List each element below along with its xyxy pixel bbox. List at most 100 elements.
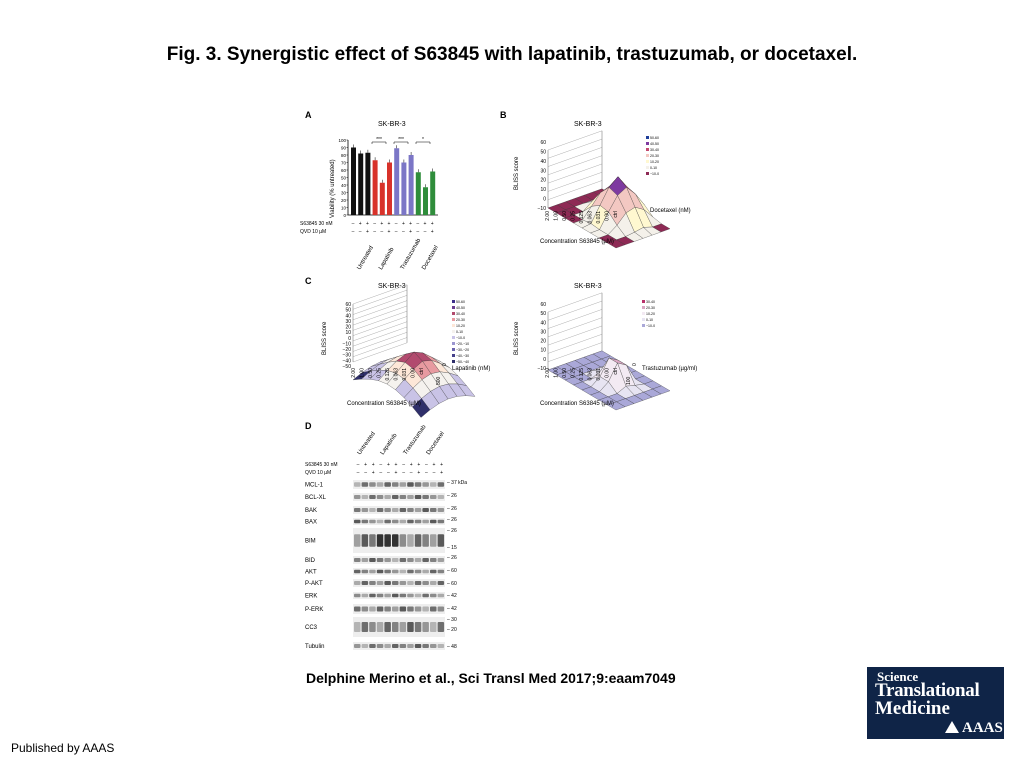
legend-label: 0-10	[650, 166, 657, 170]
legend-label: 30-40	[456, 312, 465, 316]
sign: –	[395, 221, 398, 227]
panel-a-groups: Untreated Lapatinib Trastuzumab Docetaxel	[357, 237, 440, 271]
blot-band	[414, 534, 422, 547]
viability-bar	[387, 162, 392, 215]
blot-band	[384, 644, 391, 648]
conc-tick-label: 0.25	[571, 211, 577, 221]
blot-band	[369, 508, 376, 512]
sign: –	[425, 470, 428, 476]
blot-band	[376, 558, 384, 562]
z-tick-label: 30	[540, 168, 546, 174]
blot-band	[361, 581, 369, 585]
blot-band	[399, 581, 407, 585]
protein-label: BAK	[305, 508, 317, 514]
blot-band	[422, 644, 429, 648]
z-tick-label: 10	[540, 187, 546, 193]
blot-band	[399, 519, 407, 524]
legend-label: 20-30	[646, 306, 655, 310]
blot-band	[384, 519, 391, 524]
surface-cell	[607, 239, 626, 249]
conc-tick-label: 0.063	[588, 368, 594, 381]
protein-label: P-ERK	[305, 607, 323, 613]
blot-band	[430, 581, 437, 585]
legend-label: −20-−10	[456, 342, 469, 346]
sign: –	[387, 470, 390, 476]
blot-strip	[353, 506, 445, 514]
viability-bar	[401, 162, 407, 215]
blot-band	[361, 593, 369, 598]
blot-band	[392, 606, 399, 612]
legend-label: 10-20	[456, 324, 465, 328]
blot-band	[430, 508, 437, 512]
panel-a-letter: A	[305, 110, 312, 120]
blot-band	[430, 644, 437, 648]
blot-band	[392, 593, 399, 598]
sign: –	[373, 221, 376, 227]
sign: –	[364, 470, 367, 476]
sign: –	[357, 470, 360, 476]
viability-bar	[358, 153, 364, 215]
panel-b-legend: 50-60 40-50 30-40 20-30 10-20 0-10 −10-0	[646, 136, 659, 176]
blot-band	[361, 569, 369, 574]
conc-tick-label: 0.125	[579, 211, 585, 224]
kda-marker: – 30	[447, 617, 457, 623]
drug-tick-label: 0	[442, 363, 448, 366]
blot-band	[384, 495, 391, 499]
legend-label: 30-40	[650, 148, 659, 152]
aaas-icon	[945, 721, 959, 733]
blot-band	[430, 534, 437, 547]
conc-tick-label: ctrl	[419, 368, 425, 375]
blot-band	[384, 569, 391, 574]
kda-marker: – 60	[447, 568, 457, 574]
blot-band	[422, 606, 429, 612]
blot-band	[437, 558, 445, 562]
blot-band	[369, 569, 376, 574]
sign: –	[352, 221, 355, 227]
z-tick-label: 60	[345, 302, 351, 308]
blot-band	[392, 508, 399, 512]
legend-swatch	[452, 342, 455, 345]
z-tick-label: −40	[343, 358, 352, 364]
z-tick-label: −10	[538, 366, 547, 372]
z-tick-label: −10	[343, 341, 352, 347]
legend-swatch	[452, 306, 455, 309]
blot-band	[422, 519, 429, 524]
panel-a-signs: – + + – + + – + + – + +– – + – – + – – + – – +	[352, 221, 434, 235]
panel-b-conc-ticks: 2.00 1.00 0.50 0.25 0.125 0.063 0.031 0.00 ctrl	[545, 211, 619, 224]
z-tick-label: 0	[348, 336, 351, 342]
blot-band	[407, 508, 414, 512]
blot-band	[384, 558, 391, 562]
panel-d-blots: MCL-1 BCL-XL BAK BAX BIM BID AKT P-AKT ERK P-ERK C…	[305, 480, 445, 650]
z-tick-label: 60	[540, 140, 546, 146]
blot-band	[399, 508, 407, 512]
figure-image: A SK-BR-3 Viability (% untreated) 010203…	[300, 110, 697, 650]
z-tick-label: 20	[345, 325, 351, 331]
sign: +	[395, 470, 398, 476]
legend-label: −40-−30	[456, 354, 469, 358]
conc-tick-label: 0.25	[377, 368, 383, 378]
viability-bar	[430, 171, 436, 215]
panel-b-letter: B	[500, 110, 507, 120]
kda-marker: – 60	[447, 581, 457, 587]
sign: –	[416, 229, 419, 235]
surface-cell	[607, 401, 626, 411]
z-tick-label: 40	[345, 313, 351, 319]
sign: +	[359, 221, 362, 227]
z-tick-label: −30	[343, 353, 352, 359]
legend-swatch	[452, 354, 455, 357]
panel-c-conc-ticks: 2.00 1.00 0.50 0.25 0.125 0.063 0.031 0.00 ctrl	[351, 368, 425, 381]
conc-tick-label: 0.125	[579, 368, 585, 381]
conc-tick-label: 1.00	[554, 368, 560, 378]
blot-band	[430, 558, 437, 562]
conc-tick-label: 0.50	[368, 368, 374, 378]
blot-band	[437, 593, 445, 598]
sign: +	[372, 470, 375, 476]
sign: –	[373, 229, 376, 235]
legend-swatch	[642, 324, 645, 327]
z-tick-label: −10	[538, 206, 547, 212]
blot-band	[384, 482, 391, 487]
blot-band	[369, 534, 376, 547]
legend-swatch	[646, 160, 649, 163]
blot-band	[354, 606, 361, 612]
blot-band	[361, 558, 369, 562]
